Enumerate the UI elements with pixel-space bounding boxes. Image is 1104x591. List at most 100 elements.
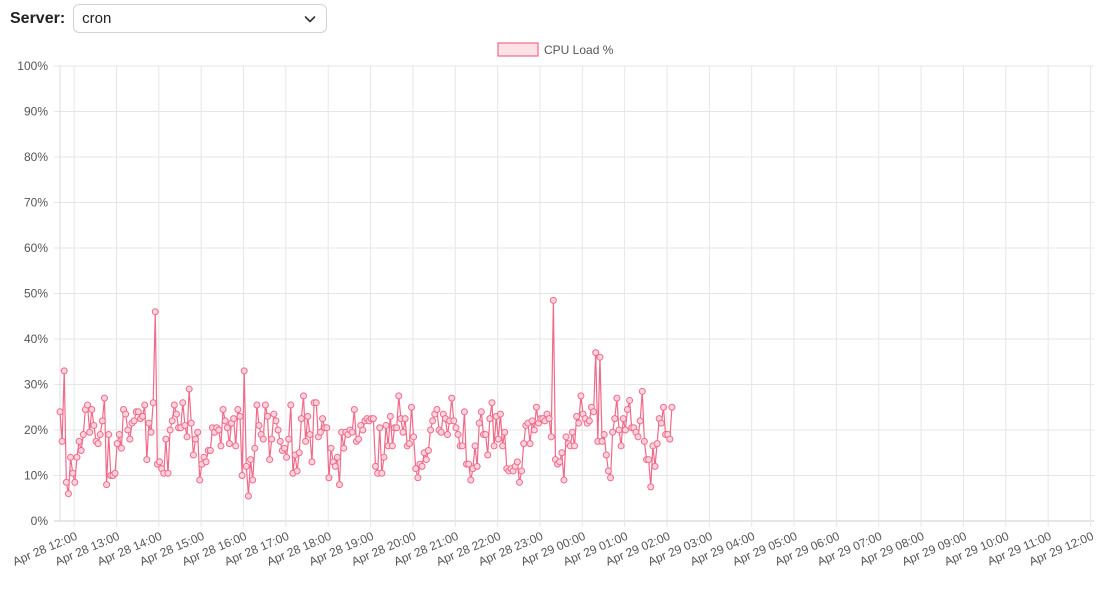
data-point[interactable] [666, 435, 674, 443]
data-point[interactable] [202, 458, 210, 466]
data-point[interactable] [355, 435, 363, 443]
data-point[interactable] [240, 367, 248, 375]
data-point[interactable] [494, 435, 502, 443]
data-point[interactable] [465, 460, 473, 468]
data-point[interactable] [482, 431, 490, 439]
data-point[interactable] [575, 419, 583, 427]
data-point[interactable] [98, 417, 106, 425]
data-point[interactable] [308, 458, 316, 466]
data-point[interactable] [225, 440, 233, 448]
data-point[interactable] [179, 399, 187, 407]
data-point[interactable] [513, 458, 521, 466]
data-point[interactable] [113, 440, 121, 448]
data-point[interactable] [230, 415, 238, 423]
data-point[interactable] [626, 396, 634, 404]
data-point[interactable] [399, 428, 407, 436]
data-point[interactable] [71, 478, 79, 486]
data-point[interactable] [67, 453, 75, 461]
data-point[interactable] [386, 412, 394, 420]
data-point[interactable] [168, 417, 176, 425]
data-point[interactable] [185, 385, 193, 393]
data-point[interactable] [407, 403, 415, 411]
data-point[interactable] [336, 481, 343, 489]
data-point[interactable] [274, 426, 282, 434]
data-point[interactable] [437, 428, 445, 436]
data-point[interactable] [253, 401, 261, 409]
data-point[interactable] [249, 476, 257, 484]
data-point[interactable] [316, 428, 324, 436]
data-point[interactable] [452, 424, 460, 432]
data-point[interactable] [64, 490, 72, 498]
data-point[interactable] [261, 401, 269, 409]
data-point[interactable] [280, 444, 288, 452]
data-point[interactable] [424, 446, 432, 454]
data-point[interactable] [105, 431, 113, 439]
data-point[interactable] [234, 406, 242, 414]
data-point[interactable] [600, 431, 608, 439]
data-point[interactable] [247, 456, 255, 464]
data-point[interactable] [602, 451, 610, 459]
data-point[interactable] [103, 481, 111, 489]
data-point[interactable] [238, 472, 246, 479]
data-point[interactable] [69, 469, 77, 477]
data-point[interactable] [573, 412, 581, 420]
data-point[interactable] [558, 449, 566, 457]
data-point[interactable] [300, 392, 307, 400]
data-point[interactable] [651, 462, 659, 470]
data-point[interactable] [145, 419, 153, 427]
data-point[interactable] [183, 433, 191, 441]
data-point[interactable] [617, 442, 625, 450]
data-point[interactable] [590, 408, 598, 416]
data-point[interactable] [443, 431, 451, 439]
data-point[interactable] [380, 453, 388, 461]
data-point[interactable] [156, 458, 164, 466]
data-point[interactable] [604, 467, 612, 475]
data-point[interactable] [172, 410, 180, 418]
data-point[interactable] [306, 431, 314, 439]
data-point[interactable] [124, 426, 132, 434]
data-point[interactable] [645, 456, 653, 464]
data-point[interactable] [450, 417, 458, 425]
data-point[interactable] [88, 406, 96, 414]
data-point[interactable] [244, 492, 252, 500]
data-point[interactable] [621, 426, 629, 434]
data-point[interactable] [433, 406, 441, 414]
data-point[interactable] [526, 440, 534, 448]
data-point[interactable] [376, 424, 384, 432]
data-point[interactable] [359, 426, 367, 434]
data-point[interactable] [568, 428, 576, 436]
data-point[interactable] [323, 424, 331, 432]
data-point[interactable] [96, 431, 104, 439]
data-point[interactable] [219, 406, 227, 414]
data-point[interactable] [100, 394, 108, 402]
data-point[interactable] [547, 433, 555, 441]
data-point[interactable] [615, 426, 623, 434]
data-point[interactable] [520, 440, 528, 448]
data-point[interactable] [221, 417, 229, 425]
data-point[interactable] [473, 462, 481, 470]
data-point[interactable] [126, 435, 134, 443]
data-point[interactable] [166, 426, 174, 434]
data-point[interactable] [422, 456, 430, 464]
data-point[interactable] [598, 437, 606, 445]
data-point[interactable] [640, 437, 648, 445]
data-point[interactable] [556, 458, 564, 466]
data-point[interactable] [268, 435, 276, 443]
data-point[interactable] [496, 410, 504, 418]
data-point[interactable] [285, 435, 293, 443]
data-point[interactable] [501, 428, 509, 436]
data-point[interactable] [382, 421, 390, 429]
data-point[interactable] [270, 410, 278, 418]
data-point[interactable] [653, 440, 661, 448]
data-point[interactable] [84, 401, 92, 409]
data-point[interactable] [609, 428, 617, 436]
data-point[interactable] [530, 426, 538, 434]
data-point[interactable] [475, 419, 483, 427]
data-point[interactable] [86, 428, 94, 436]
data-point[interactable] [304, 412, 312, 420]
data-point[interactable] [471, 442, 479, 450]
chart-legend[interactable]: CPU Load % [497, 42, 614, 57]
data-point[interactable] [111, 469, 119, 477]
data-point[interactable] [73, 453, 81, 461]
data-point[interactable] [287, 401, 295, 409]
